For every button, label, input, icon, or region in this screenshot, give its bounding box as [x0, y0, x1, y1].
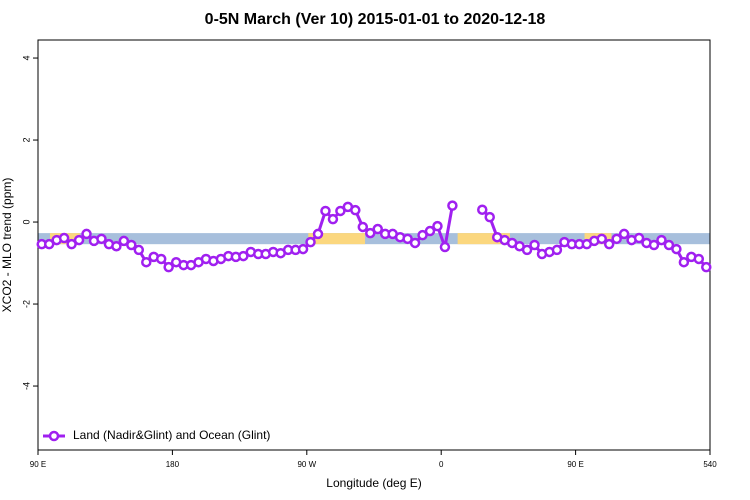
point [305, 236, 316, 248]
point [111, 240, 122, 252]
point [447, 200, 458, 211]
point [611, 233, 622, 245]
point [312, 228, 324, 240]
point [402, 233, 413, 245]
point [663, 239, 675, 251]
y-tick-label: -4 [21, 382, 31, 390]
point [81, 228, 92, 240]
point [409, 237, 421, 249]
chart-title: 0-5N March (Ver 10) 2015-01-01 to 2020-1… [205, 11, 546, 28]
point [320, 205, 331, 217]
point [126, 239, 137, 251]
point [163, 261, 174, 273]
x-tick-label: 90 E [30, 460, 46, 469]
legend-marker [48, 430, 60, 442]
point [439, 241, 451, 253]
point [693, 253, 705, 265]
x-tick-label: 0 [439, 460, 444, 469]
point [656, 234, 667, 246]
point [596, 233, 607, 245]
x-tick-label: 540 [703, 460, 717, 469]
point [529, 239, 540, 251]
point [477, 204, 488, 215]
point [633, 232, 645, 244]
x-tick-label: 90 W [297, 460, 316, 469]
point [551, 244, 563, 256]
point [73, 234, 85, 246]
ocean-band [38, 233, 710, 245]
point [678, 256, 690, 268]
point [603, 238, 615, 250]
point [155, 253, 167, 265]
point [141, 256, 152, 268]
x-tick-label: 180 [166, 460, 180, 469]
point [671, 243, 682, 255]
point [133, 244, 145, 256]
point [648, 239, 660, 251]
point [521, 244, 533, 256]
point [357, 221, 369, 233]
point [372, 223, 383, 235]
point [66, 238, 77, 250]
point [297, 243, 309, 255]
point [327, 213, 339, 225]
x-tick-label: 90 E [567, 460, 583, 469]
point [365, 227, 376, 239]
y-tick-label: 0 [21, 220, 31, 225]
point [701, 261, 712, 273]
point [417, 229, 428, 241]
point [424, 225, 436, 237]
point [432, 220, 443, 232]
point [335, 205, 346, 217]
point [238, 250, 249, 262]
x-axis-label: Longitude (deg E) [326, 476, 421, 490]
point [618, 228, 630, 240]
point [484, 211, 495, 223]
point [58, 232, 70, 244]
legend-label: Land (Nadir&Glint) and Ocean (Glint) [73, 428, 270, 442]
point [43, 238, 55, 250]
y-axis-label: XCO2 - MLO trend (ppm) [0, 178, 14, 313]
land-band [457, 233, 510, 245]
point [118, 235, 130, 247]
point [350, 204, 361, 216]
y-tick-label: 2 [21, 138, 31, 143]
y-tick-label: 4 [21, 56, 31, 61]
point [96, 233, 107, 245]
land-band [308, 233, 366, 245]
y-tick-label: -2 [21, 300, 31, 308]
